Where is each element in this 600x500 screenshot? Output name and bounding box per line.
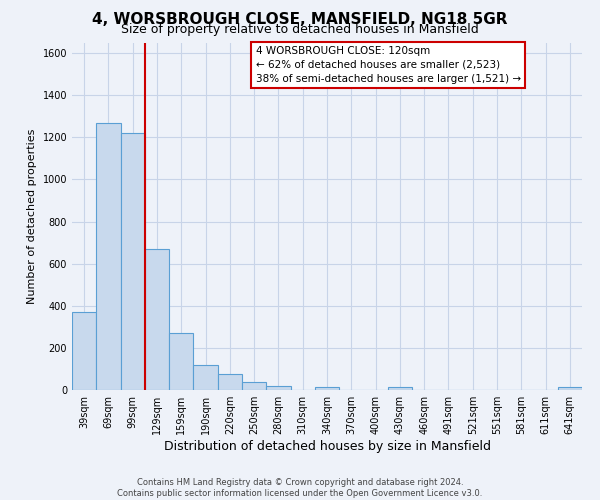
Bar — [315, 387, 339, 390]
X-axis label: Distribution of detached houses by size in Mansfield: Distribution of detached houses by size … — [163, 440, 491, 453]
Bar — [72, 312, 96, 390]
Y-axis label: Number of detached properties: Number of detached properties — [27, 128, 37, 304]
Bar — [388, 387, 412, 390]
Bar — [96, 122, 121, 390]
Bar — [145, 249, 169, 390]
Bar — [121, 133, 145, 390]
Bar — [193, 364, 218, 390]
Text: 4 WORSBROUGH CLOSE: 120sqm
← 62% of detached houses are smaller (2,523)
38% of s: 4 WORSBROUGH CLOSE: 120sqm ← 62% of deta… — [256, 46, 521, 84]
Bar — [266, 386, 290, 390]
Text: 4, WORSBROUGH CLOSE, MANSFIELD, NG18 5GR: 4, WORSBROUGH CLOSE, MANSFIELD, NG18 5GR — [92, 12, 508, 28]
Text: Size of property relative to detached houses in Mansfield: Size of property relative to detached ho… — [121, 22, 479, 36]
Bar — [558, 387, 582, 390]
Text: Contains HM Land Registry data © Crown copyright and database right 2024.
Contai: Contains HM Land Registry data © Crown c… — [118, 478, 482, 498]
Bar — [242, 382, 266, 390]
Bar — [218, 374, 242, 390]
Bar — [169, 333, 193, 390]
